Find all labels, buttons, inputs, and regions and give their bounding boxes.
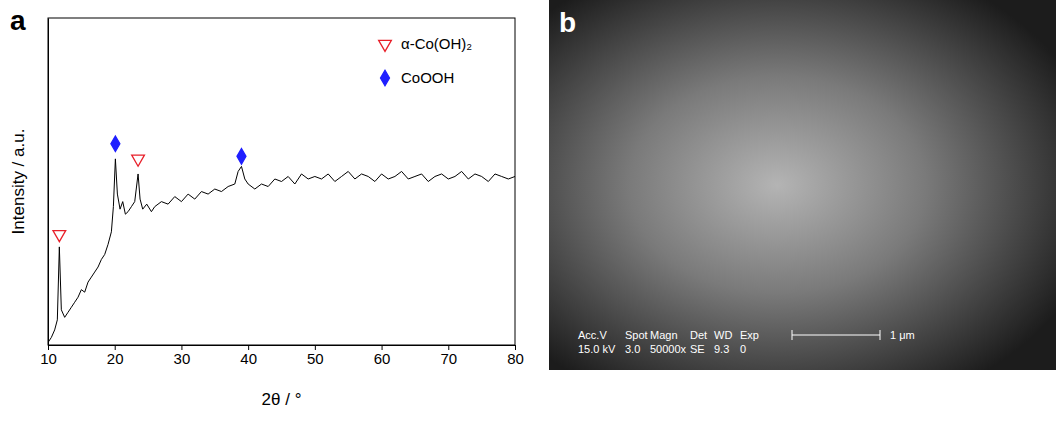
info-header: Acc.V [578,329,607,341]
legend-label: CoOOH [401,69,454,86]
x-tick: 80 [507,345,524,367]
info-header: Magn [650,329,678,341]
scale-bar-end [792,330,793,340]
info-value: 50000x [650,343,687,355]
legend-symbol [381,70,390,86]
phase-marker [237,149,246,165]
x-tick: 30 [174,345,191,367]
x-axis-title: 2θ / ° [262,390,302,409]
panel-label: a [10,5,26,36]
x-tick-label: 50 [307,350,324,367]
info-header: Exp [740,329,759,341]
x-tick: 40 [240,345,257,367]
x-axis-line [49,345,516,346]
xrd-line [48,159,515,343]
x-tick: 20 [107,345,124,367]
phase-marker [53,231,66,242]
scale-bar-line [792,335,880,336]
legend: α-Co(OH)₂ CoOOH [379,35,473,86]
figure: 10 20 30 40 50 60 70 80 2θ / ° Intensity / a.u. a α… [0,0,1061,422]
phase-marker [111,136,120,152]
x-tick-label: 10 [40,350,57,367]
scale-bar-label: 1 μm [890,329,915,341]
y-axis-line [48,19,49,346]
x-tick: 60 [374,345,391,367]
scale-bar-end [880,330,881,340]
x-tick: 10 [40,345,57,367]
y-axis [48,19,49,346]
legend-symbol [379,40,392,51]
info-value: SE [690,343,705,355]
x-tick: 70 [440,345,457,367]
info-value: 0 [740,343,746,355]
plot-frame [48,18,515,345]
y-axis-title: Intensity / a.u. [9,129,28,235]
x-tick: 50 [307,345,324,367]
info-value: 15.0 kV [578,343,616,355]
scale-bar: 1 μm [792,329,915,341]
info-header: WD [714,329,732,341]
x-tick-label: 80 [507,350,524,367]
info-value: 3.0 [625,343,640,355]
sem-image [549,0,1056,370]
info-header: Spot [625,329,648,341]
info-header: Det [690,329,707,341]
info-value: 9.3 [714,343,729,355]
x-tick-label: 70 [440,350,457,367]
plot-area [48,136,515,343]
x-axis: 10 20 30 40 50 60 70 80 [40,345,524,367]
x-tick-label: 30 [174,350,191,367]
phase-marker [132,155,145,166]
panel-label: b [559,7,576,38]
x-tick-label: 20 [107,350,124,367]
legend-label: α-Co(OH)₂ [401,35,472,52]
x-tick-label: 60 [374,350,391,367]
x-tick-label: 40 [240,350,257,367]
